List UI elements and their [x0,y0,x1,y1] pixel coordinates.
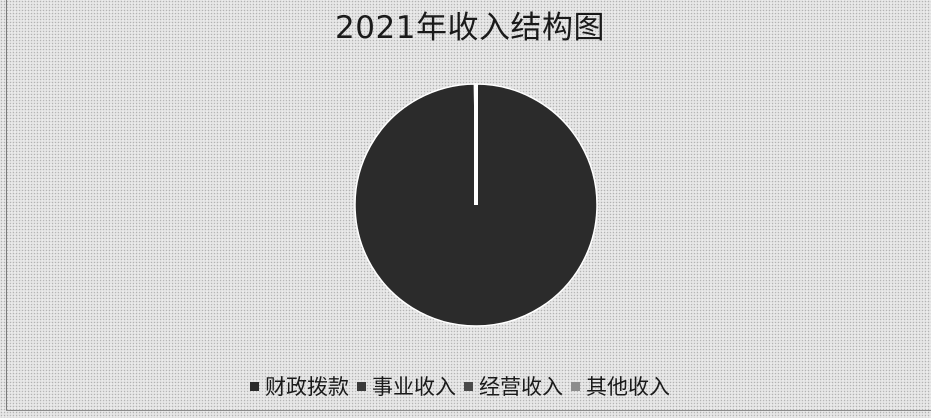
legend-swatch [250,381,259,391]
legend-label: 事业收入 [372,375,456,399]
legend-label: 经营收入 [479,375,563,399]
legend-item: 经营收入 [464,371,563,401]
legend-swatch [464,381,473,391]
chart-border-left [6,0,7,410]
legend-item: 其他收入 [571,371,670,401]
chart-title: 2021年收入结构图 [335,10,605,46]
legend-label: 财政拨款 [265,375,349,399]
chart-legend: 财政拨款 事业收入 经营收入 其他收入 [250,371,678,401]
legend-item: 事业收入 [357,371,456,401]
legend-label: 其他收入 [586,375,670,399]
legend-swatch [571,381,580,391]
legend-swatch [357,381,366,391]
chart-border-bottom [6,410,931,411]
legend-item: 财政拨款 [250,371,349,401]
